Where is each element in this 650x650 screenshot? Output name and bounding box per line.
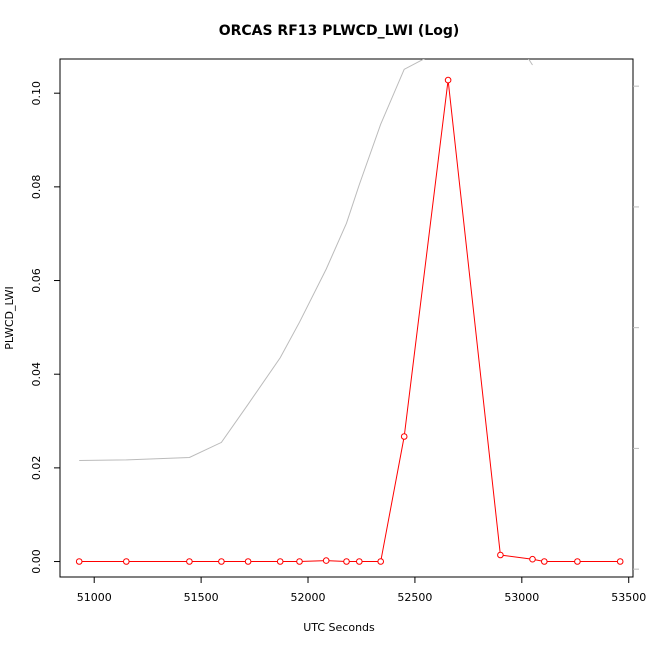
y-tick-label: 0.04 bbox=[30, 362, 43, 387]
data-point bbox=[186, 558, 193, 565]
y-tick-label: 0.00 bbox=[30, 549, 43, 574]
x-axis-label: UTC Seconds bbox=[303, 621, 375, 634]
data-point bbox=[322, 557, 330, 564]
data-point bbox=[400, 433, 408, 440]
data-point bbox=[296, 558, 303, 565]
right-y-axis: 2004006008001000 bbox=[633, 85, 639, 570]
data-point bbox=[343, 558, 350, 565]
data-point bbox=[276, 558, 284, 565]
series-line-gray bbox=[79, 59, 533, 461]
x-tick-label: 51000 bbox=[77, 591, 112, 604]
x-tick-label: 52000 bbox=[291, 591, 326, 604]
data-point bbox=[75, 558, 83, 565]
y-axis-label: PLWCD_LWI bbox=[3, 286, 16, 350]
data-point bbox=[541, 558, 548, 565]
data-point bbox=[356, 558, 363, 565]
x-tick-label: 51500 bbox=[184, 591, 219, 604]
y-axis: 0.00 0.02 0.04 0.06 0.08 0.10 bbox=[30, 81, 60, 574]
x-tick-label: 52500 bbox=[397, 591, 432, 604]
data-point bbox=[444, 76, 452, 84]
x-tick-label: 53000 bbox=[504, 591, 539, 604]
data-point bbox=[574, 558, 581, 565]
plot-frame bbox=[59, 58, 634, 578]
chart-title: ORCAS RF13 PLWCD_LWI (Log) bbox=[219, 23, 460, 39]
data-point bbox=[529, 555, 536, 563]
y-tick-label: 0.06 bbox=[30, 268, 43, 293]
plot-area bbox=[75, 59, 624, 565]
y-tick-label: 0.02 bbox=[30, 456, 43, 481]
data-point bbox=[616, 558, 624, 565]
y-tick-label: 0.10 bbox=[30, 81, 43, 106]
series-line-red bbox=[79, 80, 621, 562]
x-tick-label: 53500 bbox=[611, 591, 646, 604]
data-point bbox=[218, 558, 225, 565]
data-point bbox=[497, 551, 504, 559]
data-point bbox=[377, 558, 385, 565]
x-axis: 51000 51500 52000 52500 53000 53500 bbox=[77, 577, 646, 604]
data-point bbox=[244, 558, 252, 565]
data-point bbox=[123, 558, 130, 565]
y-tick-label: 0.08 bbox=[30, 175, 43, 200]
